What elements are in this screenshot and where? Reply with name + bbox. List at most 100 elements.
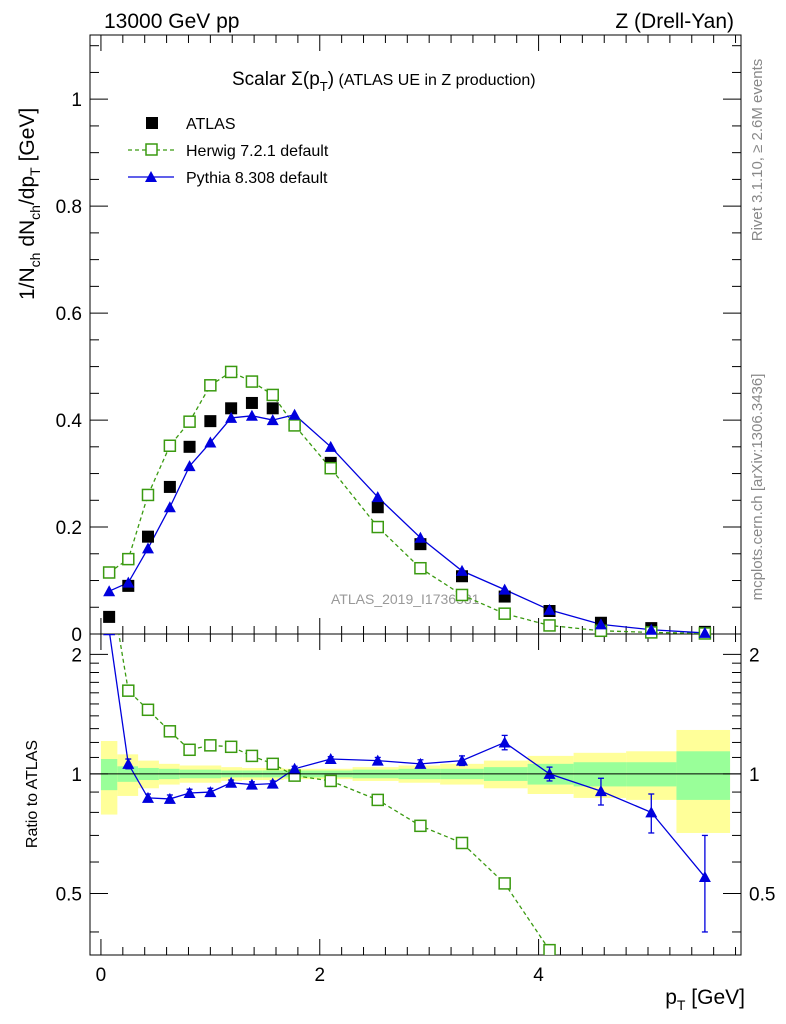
- pythia-point: [456, 564, 468, 576]
- ratio-herwig-point: [183, 743, 196, 757]
- ratio-series: [103, 634, 711, 955]
- ratio-herwig-line: [118, 634, 551, 951]
- atlas-point: [266, 402, 279, 415]
- pythia-point: [225, 411, 238, 423]
- pythia-point: [288, 408, 301, 420]
- ratio-pythia-point: [103, 634, 116, 636]
- ratio-herwig-point: [455, 836, 469, 850]
- ratio-pythia-point: [141, 791, 154, 803]
- ratio-pythia-point: [163, 792, 176, 804]
- pythia-point: [163, 501, 176, 513]
- ratio-xtick-label: 0: [96, 965, 107, 986]
- pythia-point: [371, 491, 384, 503]
- atlas-point: [163, 480, 176, 493]
- ratio-ytick-label: 1: [71, 765, 82, 786]
- pythia-point: [122, 576, 135, 588]
- ratio-axis-ticks: 0 2 4 0.5 0.5 1 1 2 2: [56, 634, 775, 986]
- herwig-point: [543, 619, 556, 632]
- ratio-herwig-point: [245, 749, 259, 763]
- herwig-point: [141, 488, 155, 502]
- main-ytick-label: 1: [71, 90, 82, 111]
- pythia-point: [645, 623, 658, 635]
- ratio-ytick-label-right: 0.5: [749, 884, 775, 905]
- ratio-pythia-point: [594, 785, 607, 797]
- ratio-herwig-point: [371, 793, 385, 807]
- atlas-point: [141, 530, 154, 543]
- herwig-point: [266, 388, 279, 402]
- main-ytick-label: 0.4: [56, 411, 83, 432]
- ratio-xtick-label: 4: [533, 965, 544, 986]
- herwig-point: [102, 566, 116, 579]
- pythia-point: [266, 414, 279, 426]
- atlas-point: [204, 415, 217, 428]
- ratio-ytick-label-right: 2: [749, 645, 760, 666]
- pythia-point: [594, 618, 607, 630]
- ratio-herwig-point: [414, 819, 427, 833]
- herwig-point: [371, 520, 385, 534]
- legend-atlas-label: ATLAS: [186, 116, 236, 133]
- ratio-ytick-label: 2: [71, 645, 82, 666]
- herwig-point: [163, 439, 177, 452]
- pythia-point: [698, 626, 711, 638]
- pythia-point: [414, 531, 427, 543]
- ratio-pythia-point: [414, 757, 427, 769]
- herwig-point: [455, 588, 469, 602]
- legend-pythia-label: Pythia 8.308 default: [186, 170, 328, 187]
- legend-herwig-marker: [145, 143, 158, 156]
- pythia-point: [324, 440, 337, 452]
- mcplots-label: mcplots.cern.ch [arXiv:1306.3436]: [749, 374, 766, 601]
- ratio-pythia-point: [183, 787, 196, 799]
- pythia-point: [103, 585, 116, 597]
- legend-pythia-marker: [145, 171, 157, 182]
- xlabel: pT [GeV]: [665, 986, 745, 1013]
- pythia-point: [543, 603, 556, 615]
- ratio-herwig-point: [543, 943, 556, 955]
- main-ytick-label: 0.2: [56, 518, 82, 539]
- atlas-point: [225, 402, 238, 415]
- atlas-point: [183, 440, 196, 453]
- ratio-herwig-point: [204, 739, 217, 752]
- band-inner: [676, 751, 731, 800]
- ratio-xtick-label: 2: [314, 965, 325, 986]
- ratio-herwig-point: [163, 725, 177, 738]
- main-axis-ticks: 0 0.2 0.4 0.6 0.8 1: [56, 35, 741, 646]
- atlas-point: [371, 501, 384, 514]
- main-title: Scalar Σ(pT) (ATLAS UE in Z production): [232, 69, 536, 94]
- ratio-pythia-point: [456, 754, 468, 766]
- ratio-ytick-label-right: 1: [749, 765, 760, 786]
- herwig-point: [183, 415, 196, 428]
- pythia-point: [141, 542, 154, 554]
- ratio-pythia-point: [645, 806, 658, 818]
- legend-atlas-marker: [146, 117, 158, 129]
- ratio-pythia-point: [698, 871, 711, 883]
- ratio-herwig-point: [122, 684, 135, 697]
- herwig-point: [245, 375, 259, 388]
- main-ytick-label: 0.8: [56, 197, 82, 218]
- herwig-point: [414, 561, 427, 575]
- rivet-label: Rivet 3.1.10, ≥ 2.6M events: [749, 59, 766, 242]
- herwig-point: [204, 379, 217, 392]
- herwig-point: [288, 419, 301, 432]
- herwig-point: [122, 552, 135, 566]
- ratio-pythia-point: [498, 736, 511, 748]
- ratio-pythia-point: [245, 778, 258, 790]
- main-ytick-label: 0.6: [56, 304, 82, 325]
- ratio-pythia-point: [288, 762, 301, 774]
- ratio-pythia-point: [371, 754, 384, 766]
- atlas-point: [245, 396, 258, 409]
- ratio-pythia-point: [204, 786, 217, 798]
- pythia-point: [498, 583, 511, 595]
- ratio-herwig-point: [498, 877, 511, 890]
- pythia-point: [204, 436, 217, 448]
- main-ytick-label: 0: [71, 625, 82, 646]
- ratio-pythia-point: [122, 757, 135, 769]
- ratio-herwig-point: [266, 757, 279, 771]
- main-ylabel: 1/Nch dNch/dpT [GeV]: [16, 108, 43, 300]
- legend: ATLAS Herwig 7.2.1 default Pythia 8.308 …: [128, 116, 329, 187]
- band-inner: [100, 759, 118, 791]
- watermark: ATLAS_2019_I1736531: [331, 591, 480, 607]
- ratio-herwig-point: [141, 703, 155, 717]
- herwig-point: [498, 607, 511, 620]
- ratio-ylabel: Ratio to ATLAS: [24, 740, 41, 848]
